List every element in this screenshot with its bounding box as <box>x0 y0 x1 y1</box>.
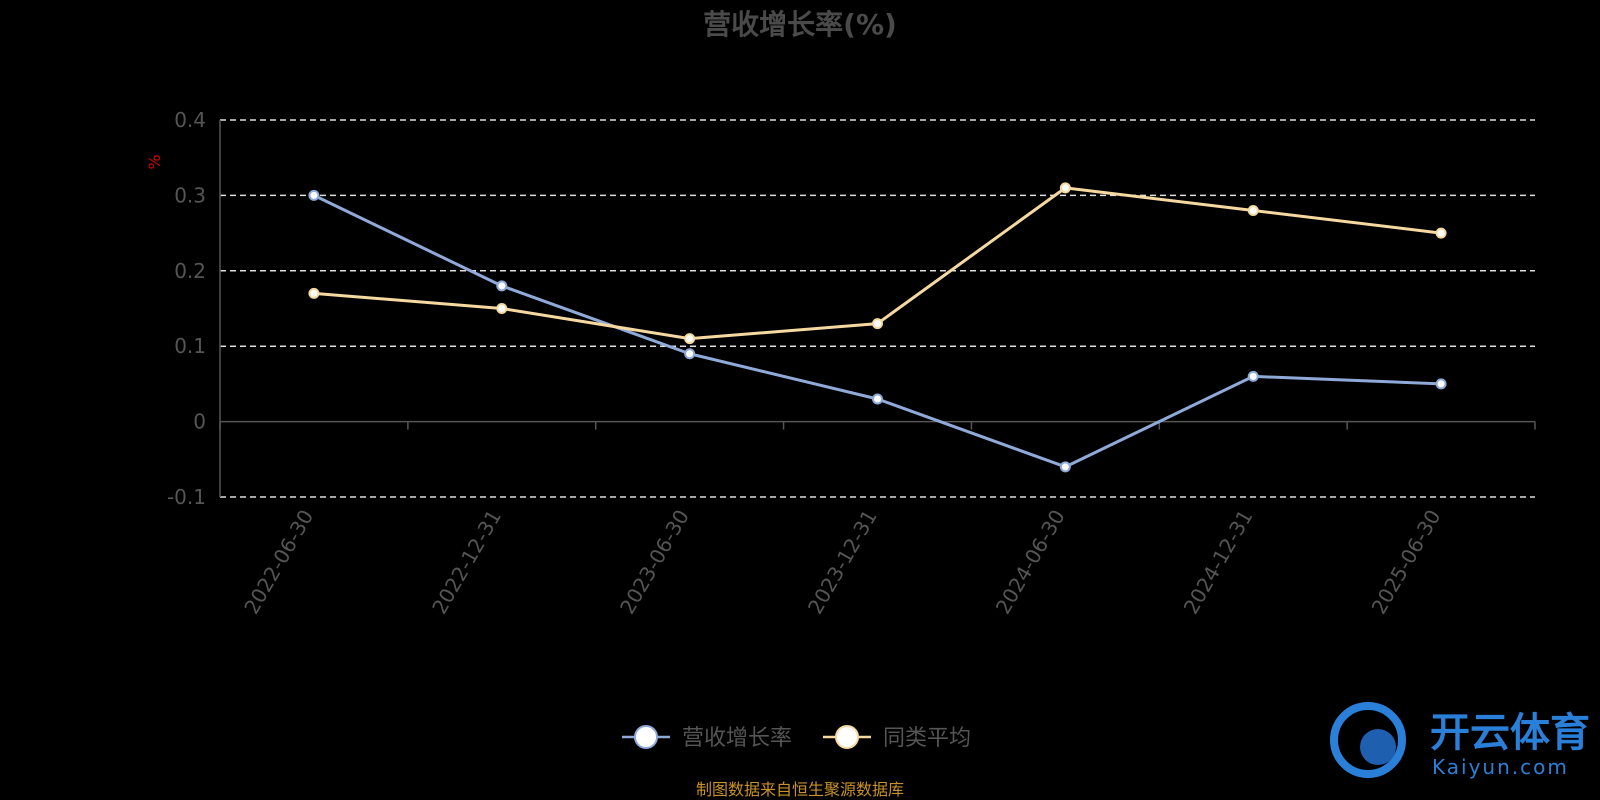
x-tick-label: 2023-06-30 <box>615 506 694 619</box>
legend-label-revenue-growth: 营收增长率 <box>682 726 792 751</box>
legend-item-revenue-growth[interactable]: 营收增长率 <box>622 725 792 751</box>
legend[interactable]: 营收增长率 同类平均 <box>622 725 971 751</box>
data-point-peer-average <box>308 287 320 299</box>
data-point-revenue-growth <box>684 348 696 360</box>
data-point-revenue-growth <box>496 280 508 292</box>
data-point-peer-average <box>496 303 508 314</box>
data-source-note: 制图数据来自恒生聚源数据库 <box>696 780 904 799</box>
chart-title: 营收增长率(%) <box>703 8 897 41</box>
x-tick-label: 2024-06-30 <box>991 506 1070 619</box>
watermark-brand-en: Kaiyun.com <box>1432 755 1569 779</box>
legend-item-peer-average[interactable]: 同类平均 <box>823 725 971 751</box>
data-point-revenue-growth <box>1247 370 1259 382</box>
data-point-revenue-growth <box>308 189 320 201</box>
y-tick-label: 0.2 <box>174 259 206 283</box>
data-point-revenue-growth <box>872 393 883 405</box>
x-tick-label: 2023-12-31 <box>803 506 882 619</box>
x-tick-label: 2022-12-31 <box>427 506 506 619</box>
y-tick-label: 0.4 <box>174 108 206 132</box>
data-point-peer-average <box>1435 227 1447 239</box>
legend-marker-revenue-growth <box>634 725 658 749</box>
y-tick-label: 0.3 <box>174 183 206 207</box>
logo-ring-icon <box>1330 702 1406 778</box>
legend-marker-peer-average <box>835 725 859 749</box>
legend-label-peer-average: 同类平均 <box>883 726 971 751</box>
series-line-revenue-growth <box>313 194 1442 469</box>
y-tick-label: 0.1 <box>174 334 206 358</box>
data-point-peer-average <box>872 318 883 330</box>
x-tick-label: 2025-06-30 <box>1366 506 1445 619</box>
soccer-ball-icon <box>1360 729 1396 765</box>
x-tick-label: 2024-12-31 <box>1179 506 1258 619</box>
series-line-peer-average <box>313 186 1442 341</box>
y-tick-label: 0 <box>193 410 206 434</box>
data-point-revenue-growth <box>1435 378 1447 390</box>
grid-lines <box>220 119 1535 498</box>
data-point-peer-average <box>1247 204 1259 216</box>
axes: 0.4 0.3 0.2 0.1 0 -0.1 2022-06-30 2022-12-31 202… <box>167 108 1536 619</box>
data-point-peer-average <box>1059 182 1071 194</box>
data-point-peer-average <box>684 333 696 345</box>
series-lines <box>308 182 1447 473</box>
y-unit-label: % <box>145 154 164 169</box>
x-tick-label: 2022-06-30 <box>239 506 318 619</box>
data-point-revenue-growth <box>1059 461 1071 473</box>
y-tick-label: -0.1 <box>167 485 206 509</box>
watermark-logo: 开云体育 Kaiyun.com <box>1330 702 1590 779</box>
watermark-brand-cn: 开云体育 <box>1430 710 1590 756</box>
